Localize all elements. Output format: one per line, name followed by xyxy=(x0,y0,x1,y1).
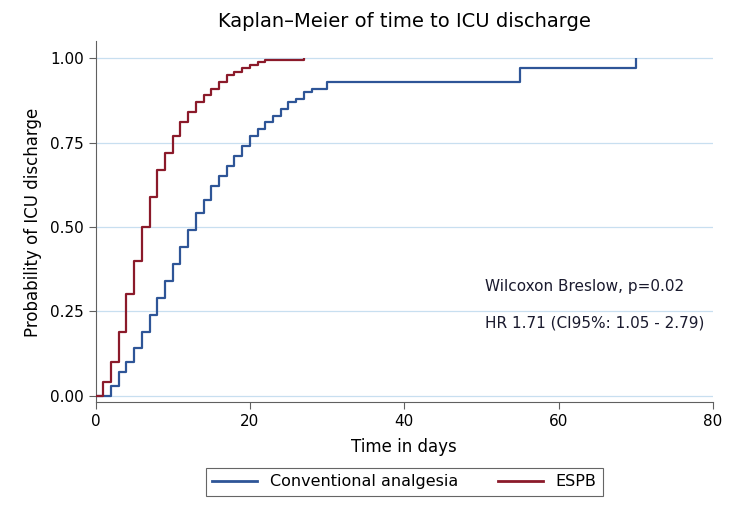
Y-axis label: Probability of ICU discharge: Probability of ICU discharge xyxy=(24,107,42,336)
Legend: Conventional analgesia, ESPB: Conventional analgesia, ESPB xyxy=(206,468,603,496)
Title: Kaplan–Meier of time to ICU discharge: Kaplan–Meier of time to ICU discharge xyxy=(218,12,591,31)
Text: HR 1.71 (CI95%: 1.05 - 2.79): HR 1.71 (CI95%: 1.05 - 2.79) xyxy=(484,315,704,331)
X-axis label: Time in days: Time in days xyxy=(351,438,457,456)
Text: Wilcoxon Breslow, p=0.02: Wilcoxon Breslow, p=0.02 xyxy=(484,279,684,295)
